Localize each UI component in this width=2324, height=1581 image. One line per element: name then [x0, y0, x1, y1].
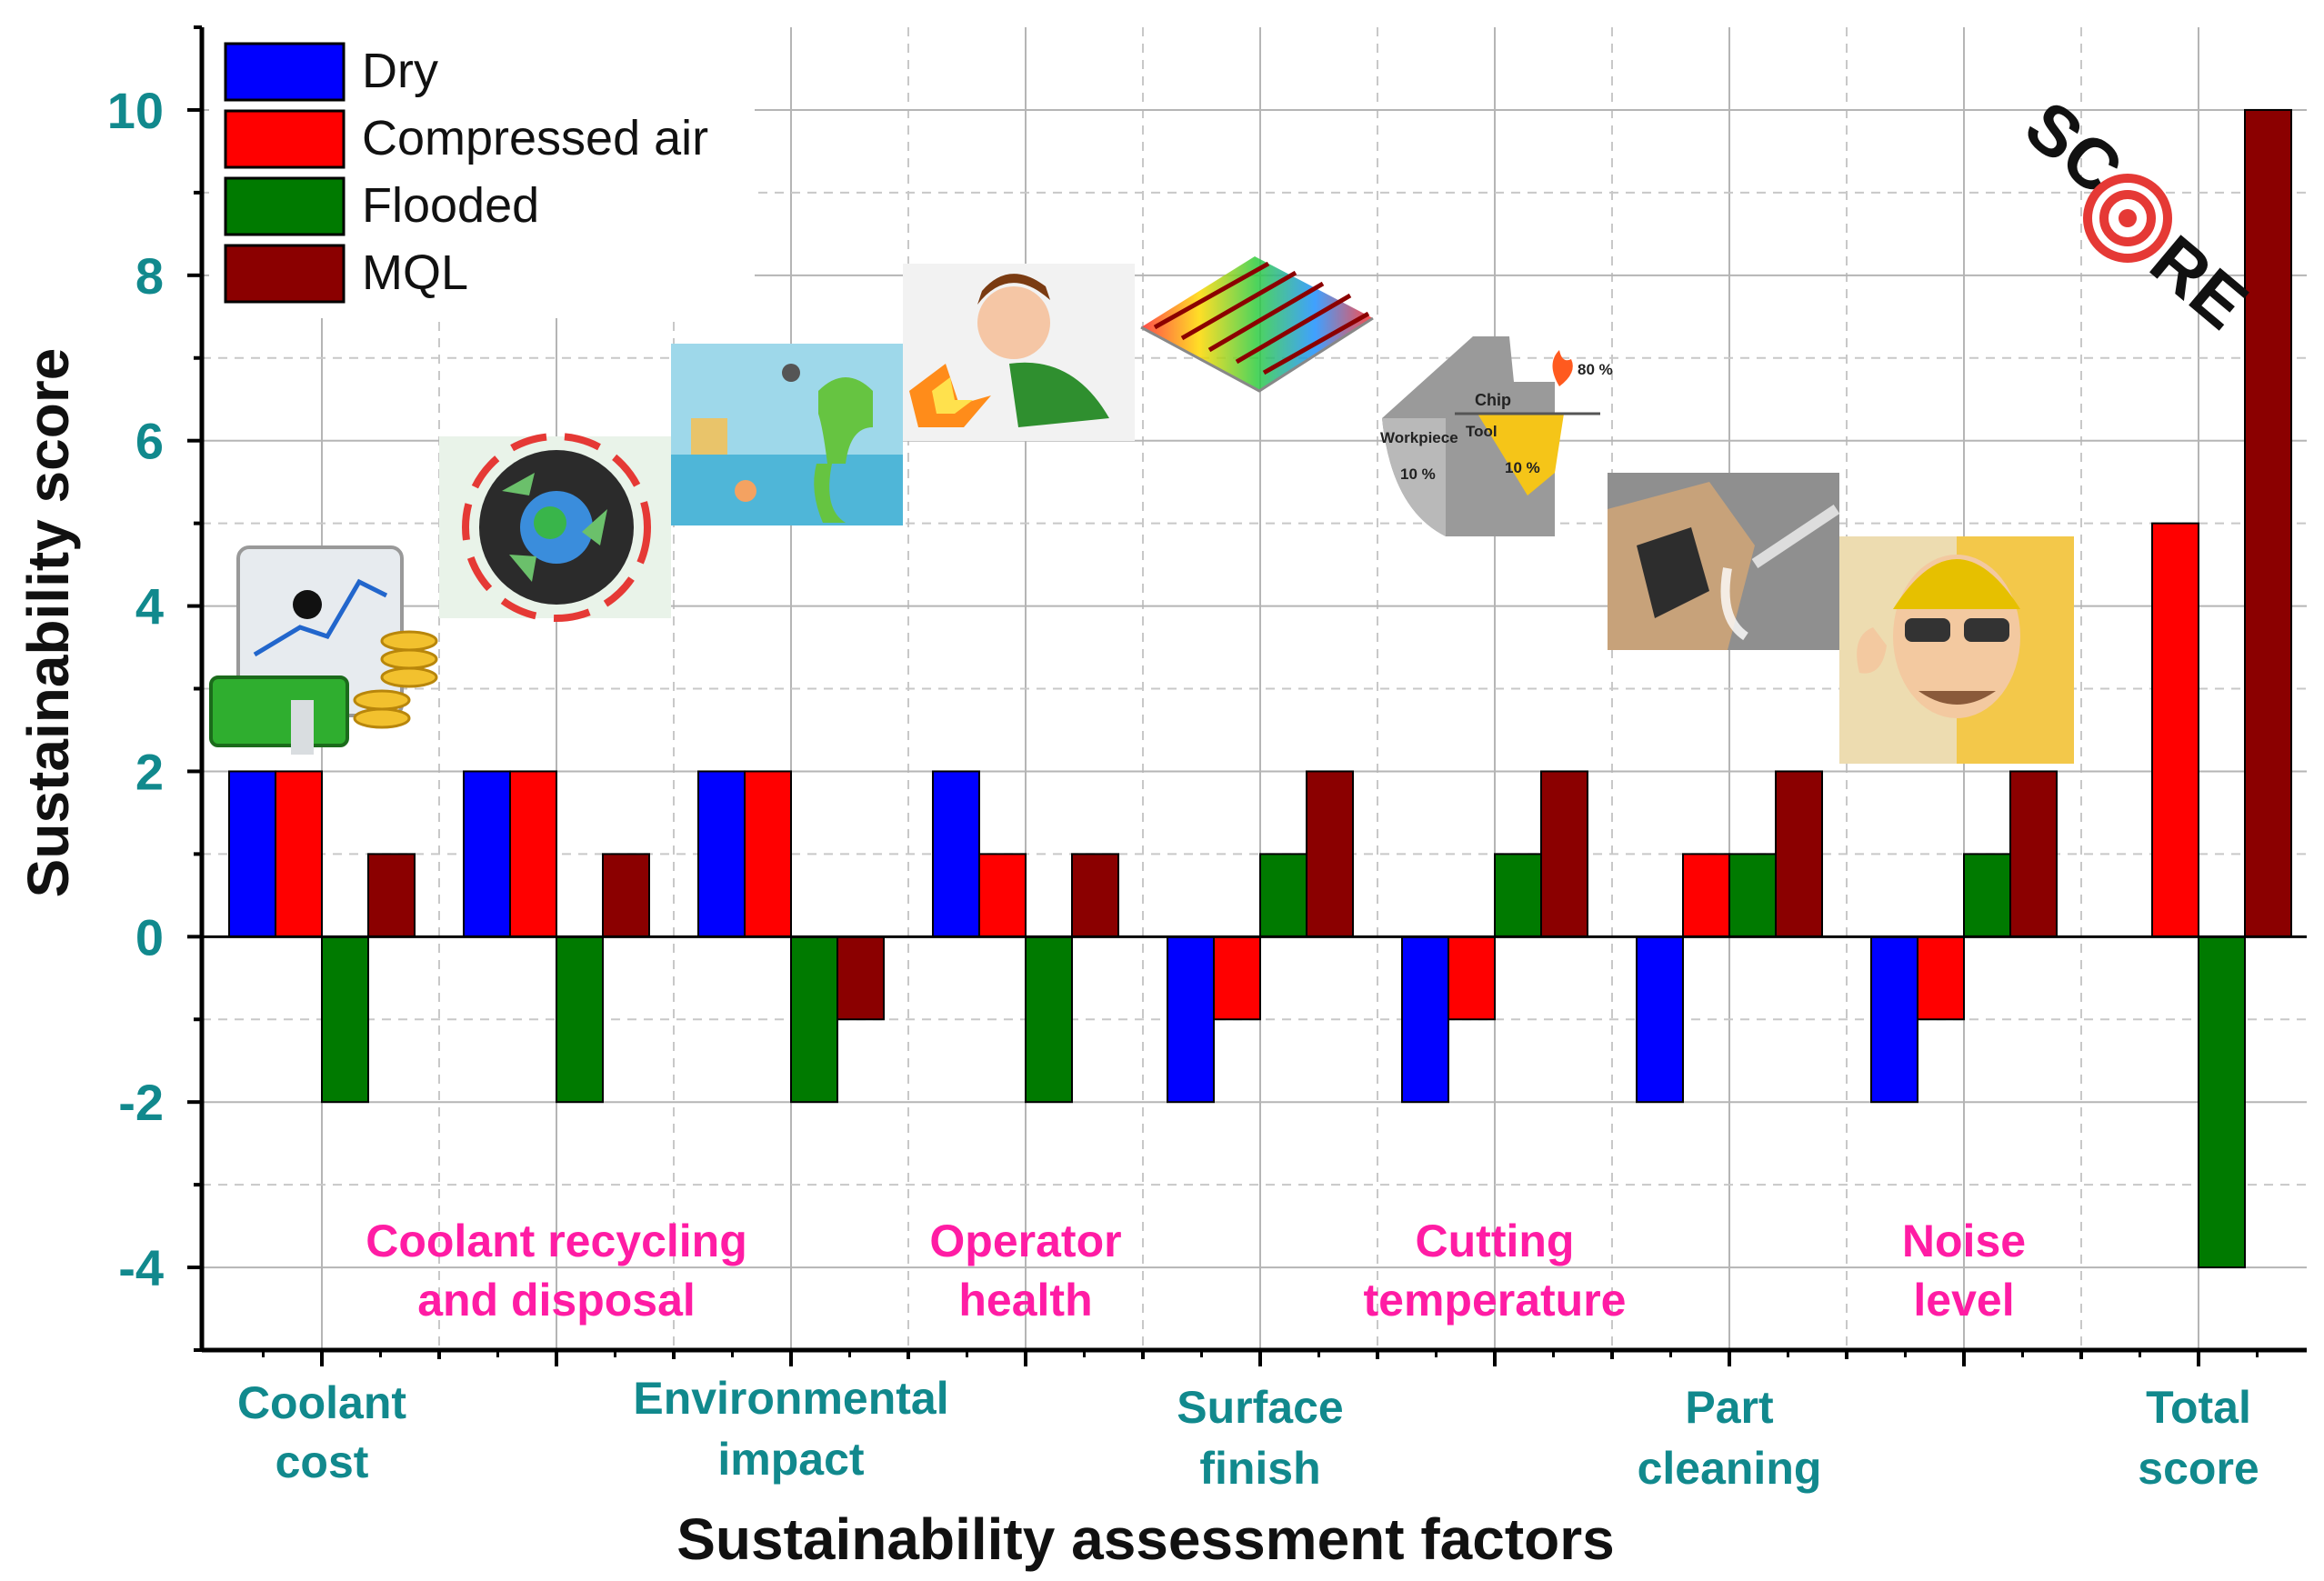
surface-finish-illustration — [1140, 256, 1374, 393]
bar-flooded — [1025, 936, 1073, 1104]
legend-label: Flooded — [362, 178, 539, 233]
bar-dry — [1167, 936, 1215, 1104]
legend-swatch — [224, 42, 346, 102]
bar-mql — [1306, 770, 1354, 938]
bar-compressed-air — [509, 770, 557, 938]
bar-dry — [932, 770, 980, 938]
bar-dry — [463, 770, 511, 938]
bar-dry — [1401, 936, 1449, 1104]
y-tick-label: 8 — [135, 247, 164, 305]
bar-compressed-air — [978, 853, 1027, 938]
bar-flooded — [2198, 936, 2246, 1269]
bar-flooded — [1963, 853, 2011, 938]
workpiece-label: Workpiece — [1380, 429, 1458, 446]
score-logo: SC RE — [2010, 85, 2263, 345]
bar-mql — [367, 853, 416, 938]
category-label-line1: Coolant — [237, 1377, 406, 1428]
chip-label: Chip — [1475, 391, 1511, 409]
bar-flooded — [1259, 853, 1307, 938]
y-tick-label: 0 — [135, 908, 164, 966]
operator-health-illustration — [903, 264, 1135, 441]
bar-flooded — [790, 936, 838, 1104]
cutting-temperature-illustration: Chip Tool Workpiece 80 % 10 % 10 % — [1380, 336, 1613, 536]
category-label-line1: Cutting — [1416, 1216, 1575, 1266]
legend-label: Compressed air — [362, 111, 708, 165]
bar-flooded — [1728, 853, 1777, 938]
y-axis-title: Sustainability score — [15, 348, 81, 898]
bar-mql — [1775, 770, 1823, 938]
bar-mql — [2244, 108, 2292, 938]
legend-label: Dry — [362, 44, 438, 98]
category-label-line1: Coolant recycling — [366, 1216, 747, 1266]
category-label-line1: Total — [2146, 1382, 2251, 1433]
recycle-illustration — [439, 433, 671, 622]
y-tick-label: -4 — [118, 1239, 164, 1296]
bar-mql — [836, 936, 885, 1021]
bar-compressed-air — [744, 770, 792, 938]
x-axis-title: Sustainability assessment factors — [676, 1506, 1615, 1572]
category-label-line1: Noise — [1902, 1216, 2026, 1266]
y-tick-label: 6 — [135, 413, 164, 470]
bar-mql — [602, 853, 650, 938]
bars — [202, 108, 2307, 1269]
y-axis-ticks: -4 -2 0 2 4 6 8 10 — [107, 25, 202, 1352]
grid-lines — [202, 27, 2307, 1350]
category-label-line2: finish — [1199, 1443, 1320, 1494]
heat-chip-label: 80 % — [1578, 361, 1613, 378]
bar-dry — [1870, 936, 1918, 1104]
bar-flooded — [1494, 853, 1542, 938]
y-tick-label: -2 — [118, 1074, 164, 1131]
category-label-line1: Environmental — [633, 1373, 948, 1424]
bar-compressed-air — [1213, 936, 1261, 1021]
bar-mql — [1071, 853, 1119, 938]
x-axis-ticks — [262, 1350, 2259, 1366]
y-tick-label: 4 — [135, 578, 164, 635]
category-label-line2: score — [2138, 1443, 2259, 1494]
category-label-line2: health — [958, 1275, 1092, 1326]
environment-illustration — [671, 344, 903, 525]
legend-swatch — [224, 176, 346, 236]
legend-swatch — [224, 109, 346, 169]
bar-dry — [697, 770, 746, 938]
bar-compressed-air — [275, 770, 323, 938]
bar-compressed-air — [2151, 522, 2199, 938]
heat-workpiece-label: 10 % — [1400, 465, 1436, 483]
bar-compressed-air — [1447, 936, 1496, 1021]
category-label-line1: Part — [1685, 1382, 1774, 1433]
legend: Dry Compressed air Flooded MQL — [209, 27, 755, 318]
bar-flooded — [321, 936, 369, 1104]
y-tick-label: 10 — [107, 82, 164, 139]
bar-mql — [2009, 770, 2058, 938]
category-label-line1: Surface — [1177, 1382, 1343, 1433]
coolant-cost-illustration — [209, 545, 438, 755]
bar-compressed-air — [1917, 936, 1965, 1021]
heat-tool-label: 10 % — [1505, 459, 1540, 476]
legend-swatch — [224, 244, 346, 304]
bar-mql — [1540, 770, 1588, 938]
bar-compressed-air — [1682, 853, 1730, 938]
category-label-line2: temperature — [1364, 1275, 1627, 1326]
bar-dry — [228, 770, 276, 938]
noise-level-illustration — [1839, 536, 2074, 764]
category-label-line2: impact — [717, 1434, 865, 1485]
bar-flooded — [556, 936, 604, 1104]
category-label-line2: cleaning — [1638, 1443, 1822, 1494]
part-cleaning-illustration — [1608, 473, 1840, 650]
category-labels: Coolant cost Coolant recycling and disposal… — [237, 1216, 2259, 1494]
legend-label: MQL — [362, 245, 468, 300]
y-tick-label: 2 — [135, 743, 164, 800]
tool-label: Tool — [1466, 423, 1498, 440]
category-label-line1: Operator — [929, 1216, 1121, 1266]
category-label-line2: cost — [275, 1436, 369, 1487]
flame-icon — [1552, 350, 1573, 386]
category-label-line2: and disposal — [417, 1275, 696, 1326]
category-label-line2: level — [1913, 1275, 2014, 1326]
bar-dry — [1636, 936, 1684, 1104]
